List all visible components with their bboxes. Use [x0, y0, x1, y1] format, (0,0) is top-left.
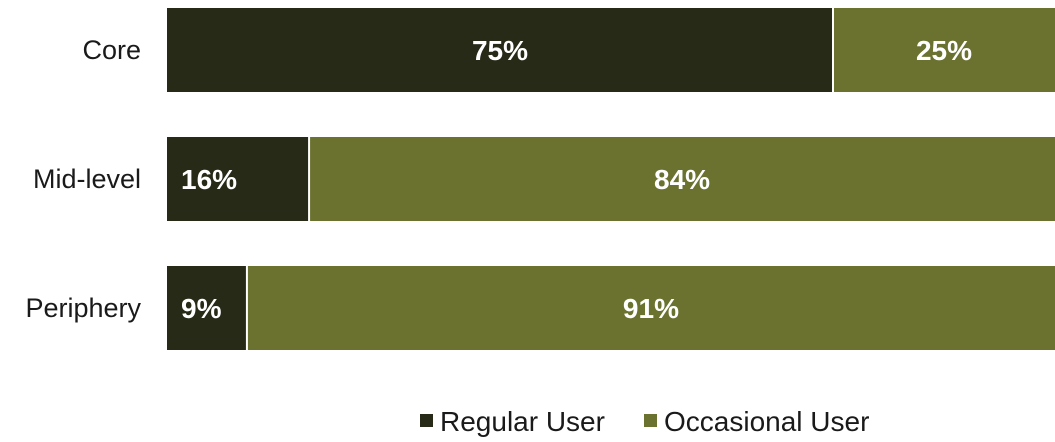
segment-divider: [308, 137, 311, 221]
data-label: 75%: [472, 35, 528, 66]
bar-segment: [167, 137, 310, 221]
category-label: Mid-level: [33, 164, 141, 194]
bar-segment: [309, 137, 1055, 221]
legend: Regular User Occasional User: [420, 406, 869, 437]
category-label: Periphery: [25, 293, 141, 323]
bar-segment: [167, 266, 247, 350]
bar-segment: [246, 266, 1055, 350]
category-label: Core: [82, 35, 141, 65]
data-label: 84%: [654, 164, 710, 195]
segment-divider: [832, 8, 834, 92]
bar-segment: [833, 8, 1055, 92]
legend-swatch: [420, 414, 433, 427]
bar-segment: [167, 8, 833, 92]
bars-group: Core 75% 25% Mid-level 16% 84% Periphery 9% 91%: [25, 8, 1055, 350]
legend-label: Occasional User: [664, 406, 869, 437]
legend-swatch: [644, 414, 657, 427]
data-label: 9%: [181, 293, 222, 324]
data-label: 91%: [623, 293, 679, 324]
data-label: 16%: [181, 164, 237, 195]
legend-label: Regular User: [440, 406, 605, 437]
segment-divider: [245, 266, 248, 350]
data-label: 25%: [916, 35, 972, 66]
